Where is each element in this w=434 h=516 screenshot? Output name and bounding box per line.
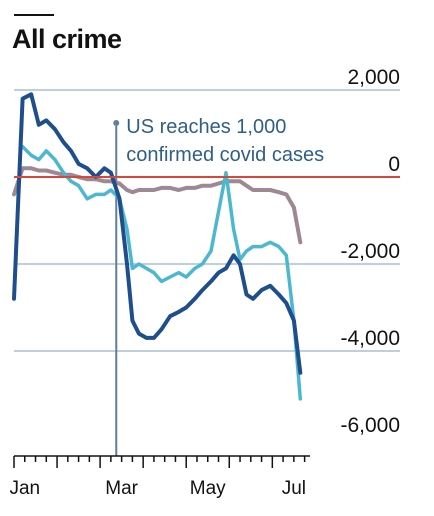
series-line-dark	[12, 92, 303, 375]
annotation-text: US reaches 1,000	[126, 116, 286, 138]
chart-title: All crime	[12, 24, 122, 54]
x-tick-label: Jan	[9, 478, 40, 499]
y-tick-label: -2,000	[340, 240, 400, 263]
annotation-text: confirmed covid cases	[126, 144, 324, 166]
y-tick-label: 0	[388, 153, 400, 176]
annotation-dot	[113, 120, 120, 126]
title-rule	[14, 14, 54, 16]
series-line-mauve	[12, 166, 303, 245]
x-tick-label: Mar	[105, 478, 138, 499]
x-tick-label: Jul	[282, 478, 306, 499]
y-tick-label: -4,000	[340, 327, 400, 350]
y-tick-label: -6,000	[340, 414, 400, 437]
y-tick-label: 2,000	[347, 66, 400, 89]
series-line-light	[20, 144, 303, 401]
x-tick-label: May	[190, 478, 226, 499]
